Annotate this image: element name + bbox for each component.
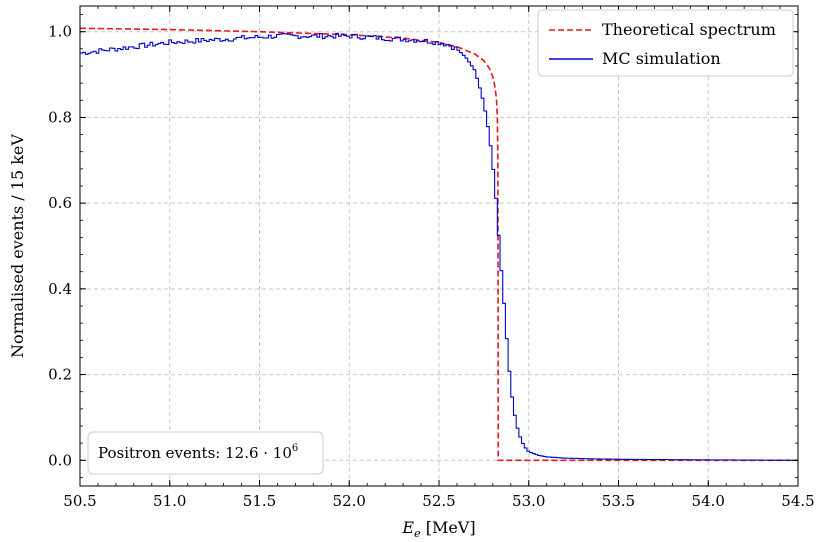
annotation-prefix: Positron events: 12.6 · 10 (98, 444, 292, 462)
y-tick-label: 0.6 (48, 194, 72, 212)
legend-box (537, 9, 794, 77)
x-axis-title: Ee [MeV] (401, 518, 475, 540)
annotation-exponent: 6 (292, 443, 298, 454)
x-tick-label: 52.5 (422, 492, 455, 510)
x-tick-label: 54.5 (781, 492, 814, 510)
y-tick-label: 0.2 (48, 366, 72, 384)
x-tick-label: 54.0 (692, 492, 725, 510)
series-line-theoretical-spectrum (80, 27, 798, 462)
y-axis-title: Normalised events / 15 keV (8, 134, 27, 358)
x-tick-label: 52.0 (333, 492, 366, 510)
legend-label-mc: MC simulation (602, 49, 721, 68)
annotation-text: Positron events: 12.6 · 106 (98, 443, 298, 462)
x-tick-label: 53.0 (512, 492, 545, 510)
legend: Theoretical spectrum MC simulation (537, 9, 794, 77)
annotation: Positron events: 12.6 · 106 (87, 431, 324, 475)
y-tick-label: 0.8 (48, 108, 72, 126)
y-tick-label: 1.0 (48, 23, 72, 41)
x-tick-label: 53.5 (602, 492, 635, 510)
y-tick-label: 0.0 (48, 451, 72, 469)
x-tick-label: 50.5 (63, 492, 96, 510)
series-line-mc-simulation (80, 32, 798, 461)
series-layer (80, 27, 798, 462)
y-tick-label: 0.4 (48, 280, 72, 298)
ticks: 50.5 51.0 51.5 52.0 52.5 53.0 53.5 54.0 54.5 0.0 0… (48, 6, 815, 510)
legend-label-theoretical: Theoretical spectrum (602, 20, 776, 39)
x-tick-label: 51.5 (243, 492, 276, 510)
annotation-box (87, 431, 324, 475)
x-tick-label: 51.0 (153, 492, 186, 510)
